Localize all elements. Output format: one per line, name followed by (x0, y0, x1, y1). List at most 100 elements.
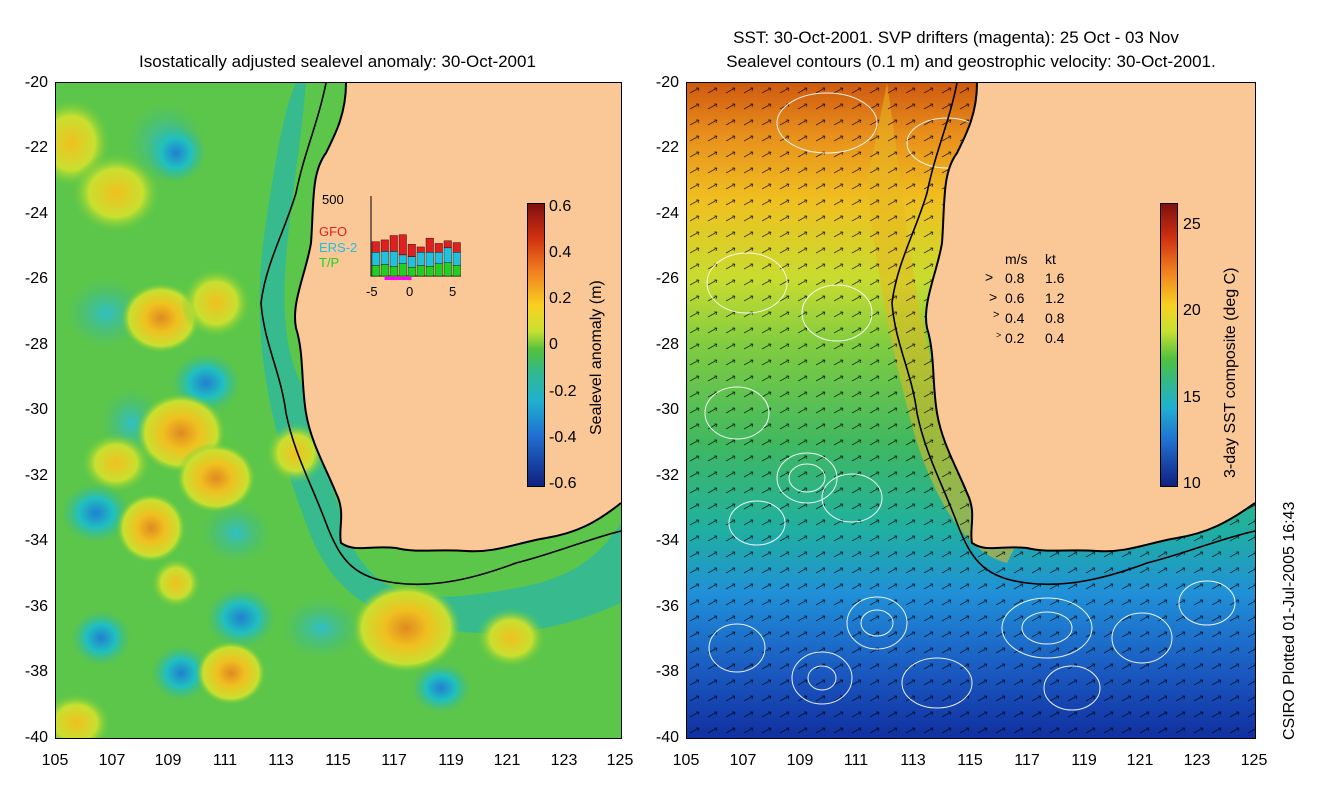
inset-bar-ers (452, 252, 461, 266)
cb-tick: 0 (549, 336, 558, 353)
y-tick: -34 (655, 532, 679, 549)
inset-legend-gfo: GFO (319, 224, 348, 239)
inset-x-tick-neg5: -5 (366, 284, 378, 299)
inset-bar-tp (380, 264, 389, 277)
x-tick: 125 (606, 752, 634, 769)
y-tick: -20 (655, 74, 679, 91)
sealevel-colorbar (527, 203, 545, 487)
y-tick: -36 (655, 598, 679, 615)
y-tick: -26 (655, 270, 679, 287)
y-tick: -30 (655, 401, 679, 418)
inset-bar-gfo (452, 242, 461, 253)
x-tick: 119 (438, 752, 464, 769)
y-tick: -32 (655, 467, 679, 484)
inset-bar-ers (380, 251, 389, 265)
x-tick: 121 (493, 752, 521, 769)
cb-tick: 15 (1183, 389, 1201, 406)
y-tick: -30 (24, 401, 48, 418)
x-tick: 121 (1126, 752, 1154, 769)
x-tick: 115 (325, 752, 351, 769)
velocity-arrow-icon: > (993, 309, 1000, 321)
inset-bar-tp (389, 266, 398, 277)
x-tick: 105 (672, 752, 700, 769)
plot-credit: CSIRO Plotted 01-Jul-2005 16:43 (1281, 501, 1298, 740)
right-map-title-line1: SST: 30-Oct-2001. SVP drifters (magenta)… (733, 28, 1179, 47)
inset-bar-ers (416, 252, 425, 266)
velocity-ms-value: 0.6 (1005, 290, 1025, 306)
inset-bar-gfo (389, 235, 398, 252)
x-tick: 125 (1240, 752, 1268, 769)
inset-x-tick-5: 5 (449, 284, 457, 299)
inset-legend-tp: T/P (319, 255, 340, 270)
x-tick: 113 (900, 752, 926, 769)
sst-colorbar (1160, 203, 1178, 487)
inset-bar-gfo (434, 243, 443, 253)
inset-bar-tp (371, 265, 380, 277)
inset-bar-gfo (416, 246, 425, 253)
sealevel-anomaly-map (56, 83, 621, 738)
cb-tick: 0.6 (549, 198, 572, 215)
y-tick: -24 (655, 205, 679, 222)
inset-bar-ers (398, 254, 407, 264)
velocity-ms-value: 0.4 (1005, 310, 1025, 326)
x-tick: 113 (268, 752, 294, 769)
cb-tick: 0.4 (549, 244, 572, 261)
y-tick: -20 (24, 74, 48, 91)
velocity-kt-value: 0.8 (1045, 310, 1065, 326)
left-map-title: Isostatically adjusted sealevel anomaly:… (139, 52, 536, 71)
x-tick: 109 (154, 752, 182, 769)
y-tick: -32 (24, 467, 48, 484)
inset-bar-gfo (398, 234, 407, 256)
velocity-legend-header-kt: kt (1045, 251, 1056, 267)
velocity-arrow-icon: > (989, 289, 998, 305)
y-tick: -22 (655, 139, 679, 156)
y-tick: -28 (655, 336, 679, 353)
inset-bar-tp (416, 265, 425, 277)
cb-tick: -0.4 (549, 429, 577, 446)
x-tick: 107 (729, 752, 757, 769)
right-map-title-line2: Sealevel contours (0.1 m) and geostrophi… (726, 52, 1216, 71)
inset-bar-tp (407, 266, 416, 277)
x-tick: 119 (1071, 752, 1097, 769)
y-tick: -28 (24, 336, 48, 353)
inset-bar-tp (425, 266, 434, 277)
x-tick: 109 (786, 752, 814, 769)
velocity-kt-value: 1.6 (1045, 270, 1065, 286)
cb-tick: -0.6 (549, 475, 577, 492)
cb-tick: 25 (1183, 216, 1201, 233)
y-tick: -40 (24, 729, 48, 746)
inset-bar-gfo (371, 241, 380, 253)
velocity-arrow-icon: > (985, 269, 994, 285)
cb-tick: -0.2 (549, 383, 577, 400)
y-tick: -24 (24, 205, 48, 222)
y-tick: -38 (655, 663, 679, 680)
velocity-legend: m/s kt > 0.8 1.6 > 0.6 1.2 > 0.4 0.8 > 0… (983, 251, 1093, 351)
inset-bar-tp (398, 263, 407, 277)
y-tick: -34 (24, 532, 48, 549)
sst-colorbar-label: 3-day SST composite (deg C) (1222, 267, 1239, 478)
x-tick: 111 (843, 752, 869, 769)
inset-bar-gfo (443, 240, 452, 249)
left-map-panel[interactable]: 500 GFO ERS-2 T/P -5 0 5 (55, 82, 622, 739)
y-tick: -36 (24, 598, 48, 615)
cb-tick: 20 (1183, 302, 1201, 319)
cb-tick: 0.2 (549, 290, 572, 307)
x-tick: 123 (550, 752, 578, 769)
x-tick: 111 (212, 752, 238, 769)
velocity-ms-value: 0.2 (1005, 330, 1025, 346)
sealevel-colorbar-label: Sealevel anomaly (m) (588, 280, 605, 435)
inset-bar-ers (389, 251, 398, 267)
velocity-ms-value: 0.8 (1005, 270, 1025, 286)
inset-bar-tp (434, 263, 443, 277)
inset-y-max: 500 (322, 192, 344, 207)
inset-bar-ers (443, 247, 452, 264)
x-tick: 123 (1183, 752, 1211, 769)
x-tick: 117 (381, 752, 407, 769)
y-tick: -22 (24, 139, 48, 156)
inset-window-marker (384, 277, 412, 280)
inset-legend-ers2: ERS-2 (319, 240, 358, 255)
inset-bar-gfo (425, 237, 434, 253)
inset-bar-ers (434, 252, 443, 264)
x-tick: 115 (957, 752, 983, 769)
x-tick: 117 (1014, 752, 1040, 769)
